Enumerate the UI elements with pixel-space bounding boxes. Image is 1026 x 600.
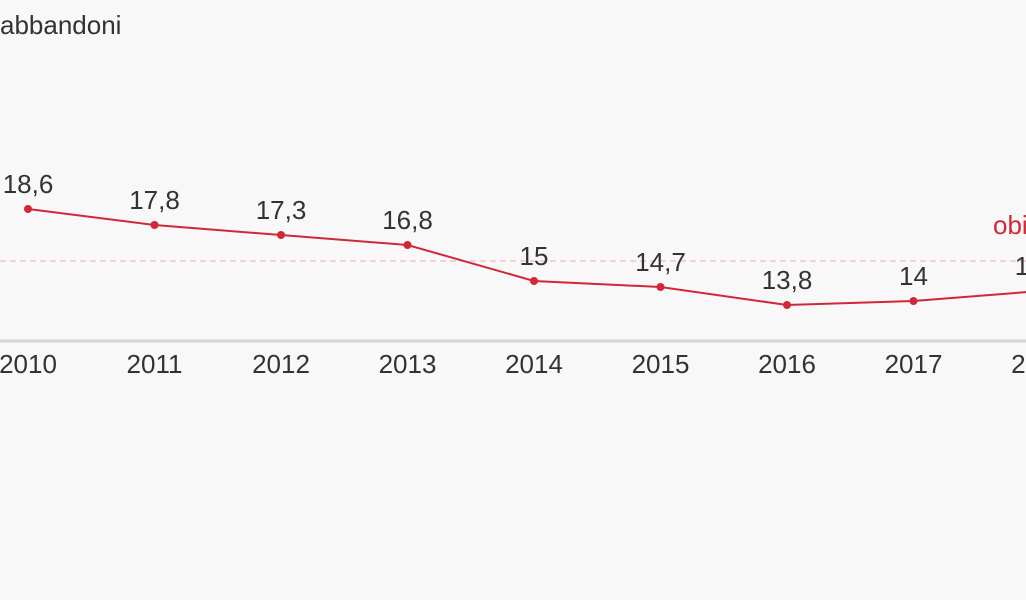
data-point (530, 277, 538, 285)
value-label: 15 (520, 241, 549, 271)
value-label: 18,6 (3, 169, 54, 199)
x-tick-label: 2013 (379, 349, 437, 379)
x-tick-label: 2017 (885, 349, 943, 379)
x-tick-label: 2018 (1011, 349, 1026, 379)
chart-title: abbandoni (0, 10, 121, 40)
data-point (783, 301, 791, 309)
data-point (24, 205, 32, 213)
data-point (403, 241, 412, 249)
x-tick-label: 2010 (0, 349, 57, 379)
value-label: 14 (899, 261, 928, 291)
data-point (909, 297, 918, 305)
value-label: 14,5 (1015, 251, 1026, 281)
data-point (277, 231, 285, 239)
value-label: 13,8 (762, 265, 813, 295)
x-tick-label: 2016 (758, 349, 816, 379)
x-tick-label: 2014 (505, 349, 563, 379)
data-point (656, 283, 665, 291)
data-point (150, 221, 159, 229)
x-tick-label: 2015 (632, 349, 690, 379)
value-label: 17,3 (256, 195, 307, 225)
x-tick-label: 2011 (127, 349, 183, 379)
value-label: 17,8 (129, 185, 180, 215)
value-label: 14,7 (635, 247, 686, 277)
target-label: obiettivo (993, 210, 1026, 240)
x-tick-label: 2012 (252, 349, 310, 379)
value-label: 16,8 (382, 205, 433, 235)
